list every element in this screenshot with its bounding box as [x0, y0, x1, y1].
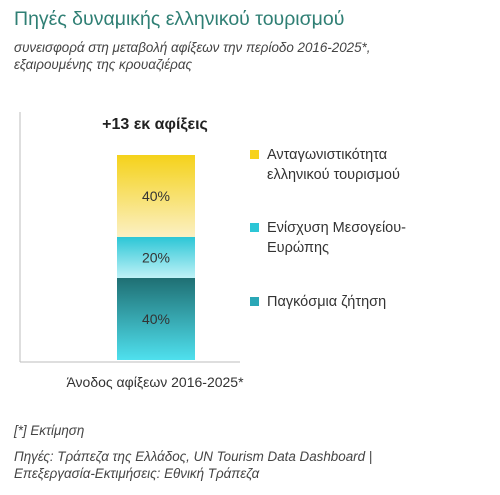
legend-label-global-demand: Παγκόσμια ζήτηση	[267, 294, 387, 310]
subtitle-line-2: εξαιρουμένης της κρουαζιέρας	[14, 57, 192, 72]
chart-subtitle: συνεισφορά στη μεταβολή αφίξεων την περί…	[14, 39, 370, 73]
chart-title: Πηγές δυναμικής ελληνικού τουρισμού	[14, 8, 345, 30]
legend-swatch-mediterranean	[250, 223, 259, 232]
bar-segment-2	[117, 237, 195, 278]
total-label: +13 εκ αφίξεις	[102, 116, 208, 133]
legend-label-competitiveness: Ανταγωνιστικότητα ελληνικού τουρισμού	[267, 147, 400, 183]
source-note: Πηγές: Τράπεζα της Ελλάδος, UN Tourism D…	[14, 448, 494, 482]
source-line-1: Πηγές: Τράπεζα της Ελλάδος, UN Tourism D…	[14, 449, 373, 464]
bar-segment-1	[117, 278, 195, 360]
legend-item-competitiveness: Ανταγωνιστικότητα ελληνικού τουρισμού	[250, 145, 400, 185]
source-line-2: Επεξεργασία-Εκτιμήσεις: Εθνική Τράπεζα	[14, 466, 260, 481]
bar-segment-label-2: 20%	[142, 250, 170, 266]
x-tick-label: Άνοδος αφίξεων 2016-2025*	[66, 374, 244, 390]
legend-swatch-competitiveness	[250, 150, 259, 159]
legend-swatch-global-demand	[250, 297, 259, 306]
legend-label-mediterranean: Ενίσχυση Μεσογείου- Ευρώπης	[267, 220, 406, 256]
bar-segment-3	[117, 155, 195, 237]
legend-item-global-demand: Παγκόσμια ζήτηση	[250, 292, 386, 312]
footnote: [*] Εκτίμηση	[14, 423, 85, 438]
legend-item-mediterranean: Ενίσχυση Μεσογείου- Ευρώπης	[250, 218, 406, 258]
bar-segment-label-1: 40%	[142, 311, 170, 327]
subtitle-line-1: συνεισφορά στη μεταβολή αφίξεων την περί…	[14, 40, 371, 55]
bar-segment-label-3: 40%	[142, 188, 170, 204]
